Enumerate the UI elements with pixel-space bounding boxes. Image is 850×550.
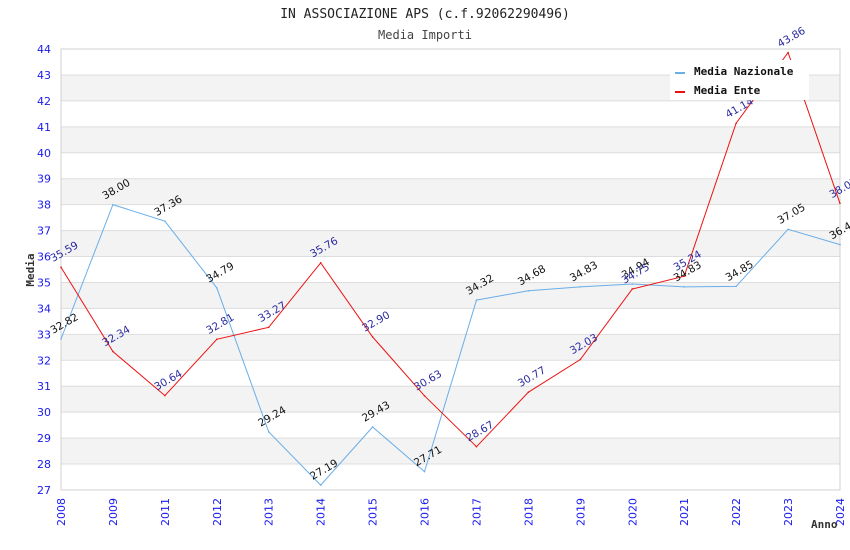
- data-point: [475, 299, 478, 301]
- data-point: [164, 394, 166, 397]
- x-tick-label: 2014: [315, 498, 328, 526]
- y-tick-label: 43: [37, 69, 51, 82]
- x-tick-label: 2024: [834, 498, 847, 526]
- data-label: 36.46: [828, 217, 850, 243]
- x-tick-label: 2013: [263, 498, 276, 526]
- x-tick-label: 2012: [211, 498, 224, 526]
- data-point: [683, 275, 685, 278]
- chart-title: IN ASSOCIAZIONE APS (c.f.92062290496): [280, 7, 570, 22]
- data-point: [112, 350, 114, 353]
- x-axis-label: Anno: [811, 518, 838, 531]
- series-line-media-nazionale: [60, 203, 841, 486]
- y-tick-label: 31: [37, 380, 51, 393]
- y-axis-label: Media: [24, 253, 37, 286]
- data-point: [735, 122, 737, 124]
- data-point: [631, 283, 634, 285]
- data-label: 32.82: [49, 311, 81, 336]
- x-tick-label: 2022: [730, 498, 743, 526]
- y-tick-label: 42: [37, 95, 51, 108]
- x-tick-label: 2017: [470, 498, 483, 526]
- data-point: [683, 286, 685, 288]
- gridlines: [61, 48, 840, 491]
- data-point: [527, 289, 530, 292]
- data-point: [579, 358, 582, 361]
- x-axis-ticks: 2008 2009 2011 2012 2013 2014 2015 2016 2017 2018…: [55, 498, 847, 526]
- background-band: [61, 438, 840, 465]
- data-label: 32.90: [360, 309, 392, 334]
- legend-label-media-nazionale: Media Nazionale: [694, 65, 794, 78]
- y-tick-label: 44: [37, 43, 51, 56]
- data-label: 37.05: [776, 201, 808, 226]
- data-label: 32.81: [204, 311, 236, 336]
- x-tick-label: 2015: [367, 498, 380, 526]
- y-tick-label: 41: [37, 121, 51, 134]
- data-point: [60, 266, 62, 268]
- series-lines: [60, 51, 841, 486]
- background-band: [61, 386, 840, 413]
- x-tick-label: 2021: [678, 498, 691, 526]
- data-point: [164, 220, 166, 223]
- data-label: 43.86: [776, 25, 808, 51]
- data-point: [267, 326, 270, 329]
- x-tick-label: 2023: [782, 498, 795, 526]
- y-tick-label: 35: [37, 276, 51, 289]
- data-point: [60, 338, 62, 340]
- data-point: [319, 261, 322, 264]
- y-tick-label: 30: [37, 406, 51, 419]
- y-tick-label: 29: [37, 432, 51, 445]
- y-tick-label: 39: [37, 173, 51, 186]
- y-tick-label: 37: [37, 225, 51, 238]
- data-point: [527, 391, 530, 394]
- data-point: [112, 203, 114, 206]
- background-band: [61, 334, 840, 361]
- data-label: 34.85: [724, 259, 756, 284]
- data-point: [787, 51, 789, 54]
- chart-subtitle: Media Importi: [378, 28, 472, 42]
- background-band: [61, 126, 840, 153]
- y-tick-label: 34: [37, 302, 51, 315]
- data-point: [423, 470, 426, 473]
- x-tick-label: 2020: [626, 498, 639, 526]
- data-point: [216, 287, 218, 289]
- background-band: [61, 230, 840, 257]
- y-tick-label: 33: [37, 328, 51, 341]
- data-label: 34.83: [568, 259, 600, 284]
- data-point: [475, 445, 478, 448]
- data-point: [839, 243, 841, 246]
- plot-background-bands: [61, 74, 840, 465]
- y-axis-ticks: 27 28 29 30 31 32 33 34 35 36 37 38 39 40 41 42 43 44: [37, 43, 51, 497]
- data-point: [267, 431, 270, 433]
- data-point: [631, 288, 634, 290]
- data-point: [371, 336, 374, 338]
- data-point: [319, 484, 322, 486]
- legend-swatch-media-nazionale: [675, 72, 685, 74]
- x-tick-label: 2018: [522, 498, 535, 526]
- legend-label-media-ente: Media Ente: [694, 84, 761, 97]
- data-point: [423, 395, 426, 397]
- x-tick-label: 2016: [419, 498, 432, 526]
- y-tick-label: 28: [37, 458, 51, 471]
- data-point: [579, 286, 582, 288]
- y-tick-label: 36: [37, 251, 51, 264]
- data-label: 34.79: [204, 260, 236, 285]
- plot-frame: [60, 48, 841, 491]
- legend: Media Nazionale Media Ente: [670, 60, 809, 100]
- y-tick-label: 32: [37, 354, 51, 367]
- data-point: [735, 285, 737, 288]
- x-tick-label: 2019: [574, 498, 587, 526]
- legend-background: [670, 60, 809, 100]
- y-tick-label: 38: [37, 199, 51, 212]
- x-tick-label: 2008: [55, 498, 68, 526]
- data-point: [371, 426, 374, 428]
- data-point: [216, 338, 218, 341]
- x-tick-label: 2011: [159, 498, 172, 526]
- x-tick-label: 2009: [107, 498, 120, 526]
- data-point: [839, 202, 841, 205]
- data-point: [787, 228, 789, 231]
- y-tick-label: 40: [37, 147, 51, 160]
- series-line-media-ente: [60, 51, 841, 448]
- legend-swatch-media-ente: [675, 91, 685, 93]
- y-tick-label: 27: [37, 484, 51, 497]
